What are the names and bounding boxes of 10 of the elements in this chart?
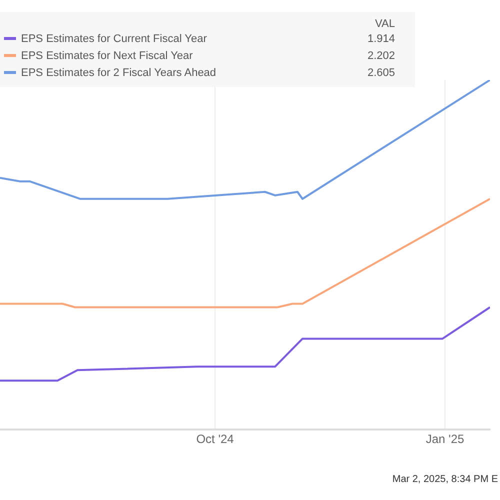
text: 2.202 [367, 50, 396, 62]
legend-title: VAL [374, 18, 396, 30]
x-tick-label: Jan '25 [426, 432, 464, 446]
text: 1.914 [367, 32, 396, 44]
legend-label: EPS Estimates for 2 Fiscal Years Ahead [21, 66, 218, 78]
text: Mar 2, 2025, 8:34 PM E [392, 474, 498, 485]
legend-label: EPS Estimates for Next Fiscal Year [21, 50, 194, 62]
legend-label: EPS Estimates for Current Fiscal Year [21, 32, 208, 44]
text: 2.605 [367, 66, 396, 78]
x-tick-label: Oct '24 [196, 432, 234, 446]
